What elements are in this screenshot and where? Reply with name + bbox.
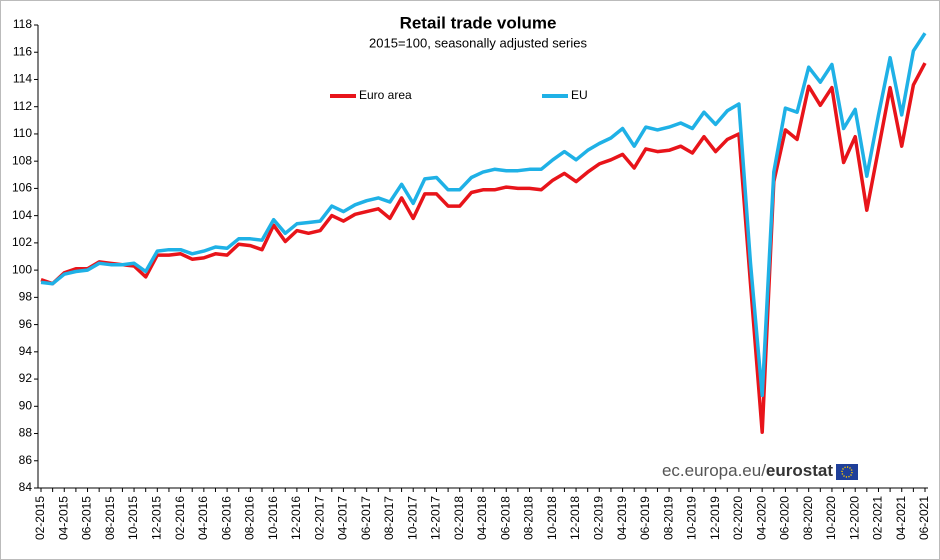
- x-tick-label: 10-2019: [685, 496, 699, 540]
- x-tick-label: 08-2015: [103, 496, 117, 540]
- x-tick-label: 10-2017: [405, 496, 419, 540]
- y-tick-label: 98: [19, 290, 33, 304]
- x-tick-label: 06-2021: [917, 496, 931, 540]
- y-tick-label: 86: [19, 453, 33, 467]
- x-tick-label: 10-2016: [266, 496, 280, 540]
- x-tick-label: 10-2020: [824, 496, 838, 540]
- x-tick-label: 04-2019: [615, 496, 629, 540]
- chart-title: Retail trade volume: [400, 13, 557, 32]
- y-tick-label: 112: [13, 99, 32, 113]
- x-tick-label: 08-2017: [382, 496, 396, 540]
- y-tick-label: 84: [19, 480, 33, 494]
- y-tick-label: 102: [12, 235, 32, 249]
- x-tick-label: 02-2016: [173, 496, 187, 540]
- chart-subtitle: 2015=100, seasonally adjusted series: [369, 35, 587, 50]
- x-tick-label: 08-2018: [522, 496, 536, 540]
- series-line: [40, 62, 927, 434]
- x-tick-label: 12-2019: [708, 496, 722, 540]
- series-line: [40, 32, 927, 398]
- x-tick-label: 04-2018: [475, 496, 489, 540]
- x-tick-label: 06-2020: [778, 496, 792, 540]
- source: ec.europa.eu/eurostat: [662, 461, 833, 480]
- x-tick-label: 04-2017: [336, 496, 350, 540]
- eu-flag: [836, 464, 858, 480]
- y-tick-label: 88: [19, 426, 33, 440]
- y-tick-label: 106: [12, 181, 32, 195]
- x-tick-label: 12-2016: [289, 496, 303, 540]
- y-tick-label: 104: [12, 208, 32, 222]
- source-domain: ec.europa.eu/: [662, 461, 766, 480]
- x-tick-label: 02-2017: [312, 496, 326, 540]
- x-tick-label: 04-2020: [754, 496, 768, 540]
- x-tick-label: 06-2016: [219, 496, 233, 540]
- x-tick-label: 08-2016: [243, 496, 257, 540]
- x-tick-label: 04-2015: [56, 496, 70, 540]
- source-name: eurostat: [766, 461, 833, 480]
- x-tick-label: 02-2021: [871, 496, 885, 540]
- y-tick-label: 110: [13, 126, 32, 140]
- y-tick-label: 118: [13, 17, 32, 31]
- x-tick-label: 04-2016: [196, 496, 210, 540]
- y-tick-label: 96: [19, 317, 33, 331]
- x-tick-label: 10-2015: [126, 496, 140, 540]
- x-tick-label: 02-2015: [33, 496, 47, 540]
- x-tick-label: 06-2015: [80, 496, 94, 540]
- y-tick-label: 114: [13, 72, 32, 86]
- x-tick-label: 10-2018: [545, 496, 559, 540]
- x-tick-label: 12-2017: [429, 496, 443, 540]
- y-tick-label: 90: [19, 398, 33, 412]
- y-tick-label: 100: [12, 262, 32, 276]
- x-tick-label: 06-2018: [498, 496, 512, 540]
- legend-label: EU: [571, 88, 588, 102]
- x-tick-label: 12-2020: [847, 496, 861, 540]
- y-tick-label: 108: [12, 153, 32, 167]
- x-tick-label: 12-2018: [568, 496, 582, 540]
- x-tick-label: 04-2021: [894, 496, 908, 540]
- y-tick-label: 92: [19, 371, 33, 385]
- x-tick-label: 08-2019: [661, 496, 675, 540]
- x-tick-label: 02-2020: [731, 496, 745, 540]
- x-tick-label: 02-2018: [452, 496, 466, 540]
- legend-label: Euro area: [359, 88, 412, 102]
- x-tick-label: 08-2020: [801, 496, 815, 540]
- y-tick-label: 94: [19, 344, 33, 358]
- x-tick-label: 06-2017: [359, 496, 373, 540]
- x-tick-label: 12-2015: [149, 496, 163, 540]
- y-tick-label: 116: [13, 44, 32, 58]
- x-tick-label: 02-2019: [591, 496, 605, 540]
- x-tick-label: 06-2019: [638, 496, 652, 540]
